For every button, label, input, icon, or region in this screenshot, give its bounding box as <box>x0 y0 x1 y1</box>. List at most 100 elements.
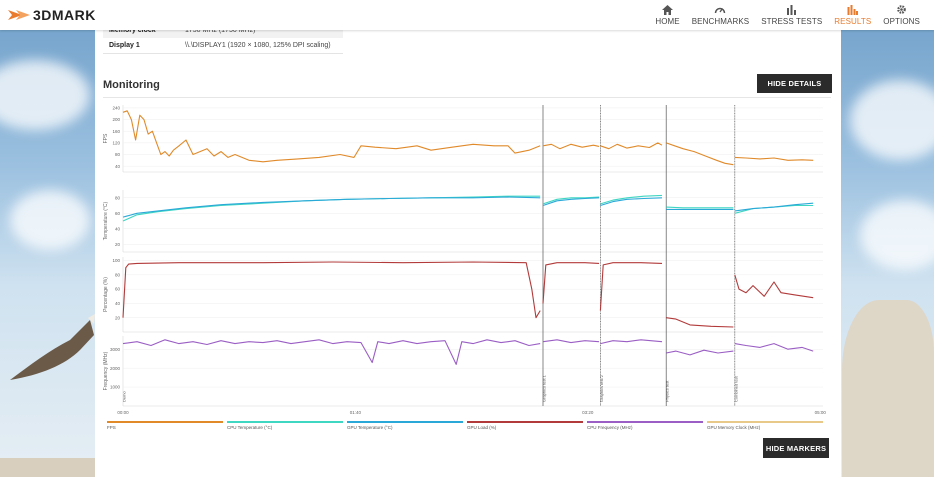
legend-item[interactable]: FPS <box>107 419 223 435</box>
legend-swatch <box>587 421 703 423</box>
legend-swatch <box>707 421 823 423</box>
nav-results-label: RESULTS <box>834 17 872 26</box>
nav-results[interactable]: RESULTS <box>828 3 877 26</box>
y-tick-label: 240 <box>112 106 120 111</box>
y-tick-label: 60 <box>115 211 121 216</box>
legend-item[interactable]: GPU Temperature (°C) <box>347 419 463 435</box>
series-line <box>600 194 663 205</box>
y-tick-label: 120 <box>112 140 120 145</box>
marker-label: Demo <box>122 391 127 402</box>
gear-icon <box>896 3 907 16</box>
background-ground <box>0 458 95 477</box>
legend-item[interactable]: CPU Frequency (MHz) <box>587 419 703 435</box>
memory-clock-label: Memory clock <box>109 27 156 34</box>
display-label: Display 1 <box>109 42 140 49</box>
y-axis-label: Temperature (°C) <box>103 201 109 240</box>
nav-options-label: OPTIONS <box>883 17 920 26</box>
info-row-display: Display 1 \\.\DISPLAY1 (1920 × 1080, 125… <box>103 39 343 53</box>
legend-label: CPU Temperature (°C) <box>227 425 273 430</box>
info-divider <box>103 53 343 54</box>
series-line <box>600 142 663 150</box>
series-line <box>122 196 541 218</box>
series-line <box>734 274 814 299</box>
series-line <box>666 142 734 166</box>
series-line <box>122 261 541 319</box>
3dmark-logo-icon <box>8 10 30 20</box>
series-line <box>122 339 541 365</box>
legend-swatch <box>467 421 583 423</box>
top-navigation-bar: 3DMARK HOME BENCHMARKS STRESS TESTS RESU… <box>0 0 934 30</box>
marker-label: Combined test <box>733 375 738 402</box>
nav-home-label: HOME <box>655 17 680 26</box>
series-line <box>600 339 663 345</box>
legend-swatch <box>347 421 463 423</box>
nav-stress-tests[interactable]: STRESS TESTS <box>755 3 828 26</box>
series-line <box>666 206 734 209</box>
x-tick-label: 03:20 <box>582 410 594 415</box>
y-tick-label: 3000 <box>110 347 121 352</box>
background-cloud <box>850 80 934 160</box>
background-cloud <box>0 60 90 130</box>
results-icon <box>847 3 859 16</box>
background-cloud <box>10 190 90 250</box>
monitoring-divider <box>103 97 831 98</box>
legend-label: CPU Frequency (MHz) <box>587 425 633 430</box>
eagle-illustration <box>10 314 95 380</box>
series-line <box>734 156 814 161</box>
y-tick-label: 40 <box>115 164 121 169</box>
series-line <box>734 202 814 212</box>
y-tick-label: 20 <box>115 315 121 320</box>
series-line <box>542 143 600 150</box>
display-value: \\.\DISPLAY1 (1920 × 1080, 125% DPI scal… <box>185 42 331 49</box>
hide-details-button[interactable]: HIDE DETAILS <box>757 74 832 93</box>
x-tick-label: 05:00 <box>815 410 827 415</box>
legend-item[interactable]: GPU Load (%) <box>467 419 583 435</box>
y-axis-label: Percentage (%) <box>103 277 109 312</box>
background-cloud <box>860 200 934 270</box>
series-line <box>666 349 734 356</box>
marker-label: Graphics test 1 <box>542 374 547 402</box>
series-line <box>734 343 814 352</box>
legend-item[interactable]: GPU Memory Clock (MHz) <box>707 419 823 435</box>
app-logo[interactable]: 3DMARK <box>8 6 96 24</box>
nav-benchmarks[interactable]: BENCHMARKS <box>686 3 755 26</box>
series-line <box>542 196 600 205</box>
series-line <box>542 262 600 304</box>
background-rock <box>842 300 934 477</box>
y-tick-label: 200 <box>112 117 120 122</box>
legend-label: GPU Temperature (°C) <box>347 425 393 430</box>
monitoring-title: Monitoring <box>103 79 160 91</box>
marker-label: Physics test <box>665 380 670 402</box>
y-tick-label: 80 <box>115 152 121 157</box>
y-tick-label: 160 <box>112 129 120 134</box>
legend-item[interactable]: CPU Temperature (°C) <box>227 419 343 435</box>
nav-benchmarks-label: BENCHMARKS <box>691 17 750 26</box>
y-axis-label: Frequency (MHz) <box>103 351 109 390</box>
marker-label: Graphics test 2 <box>599 374 604 402</box>
legend-label: GPU Load (%) <box>467 425 497 430</box>
legend-label: GPU Memory Clock (MHz) <box>707 425 761 430</box>
series-line <box>666 317 734 328</box>
y-tick-label: 40 <box>115 226 121 231</box>
y-tick-label: 40 <box>115 301 121 306</box>
y-tick-label: 100 <box>112 258 120 263</box>
legend-swatch <box>107 421 223 423</box>
memory-clock-value: 1750 MHz (1750 MHz) <box>185 27 256 34</box>
y-tick-label: 80 <box>115 195 121 200</box>
series-line <box>542 339 600 344</box>
monitoring-chart: 240 200 160 120 80 40 FPS 80 60 40 20 Temperature (… <box>103 105 827 415</box>
nav-home[interactable]: HOME <box>649 3 685 26</box>
gauge-icon <box>714 3 726 16</box>
y-tick-label: 60 <box>115 287 121 292</box>
results-panel: Memory clock 1750 MHz (1750 MHz) Display… <box>95 24 841 477</box>
y-tick-label: 80 <box>115 272 121 277</box>
legend-label: FPS <box>107 425 116 430</box>
x-tick-label: 00:00 <box>117 410 129 415</box>
nav-stress-tests-label: STRESS TESTS <box>761 17 823 26</box>
y-tick-label: 20 <box>115 242 121 247</box>
hide-markers-button[interactable]: HIDE MARKERS <box>763 438 829 458</box>
legend-swatch <box>227 421 343 423</box>
y-tick-label: 1000 <box>110 385 121 390</box>
nav-options[interactable]: OPTIONS <box>877 3 926 26</box>
chart-legend: FPS CPU Temperature (°C) GPU Temperature (… <box>107 419 827 435</box>
